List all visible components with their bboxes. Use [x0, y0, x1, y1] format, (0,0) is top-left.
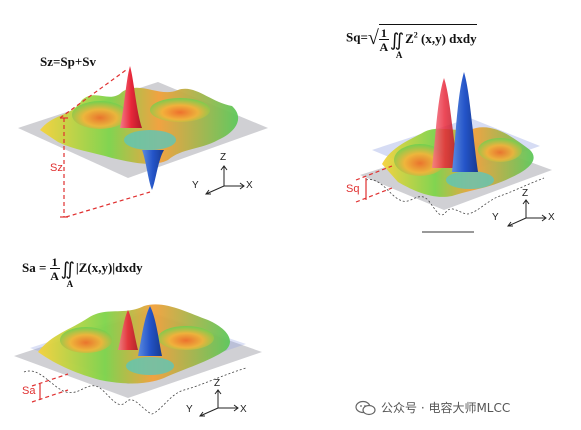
sz-axis-z: Z [220, 152, 227, 163]
sa-surface-bump [158, 326, 214, 350]
double-integral-icon: ∬ A [389, 29, 405, 60]
watermark-text: 公众号 · 电容大师MLCC [381, 401, 511, 415]
sq-formula: Sq=√ 1 A ∬ A Z2 (x,y) dxdy [346, 24, 477, 60]
wechat-icon [355, 400, 376, 415]
sq-fraction: 1 A [378, 26, 389, 54]
sq-surface-bump [446, 171, 494, 189]
sa-fraction: 1 A [49, 255, 60, 283]
sz-dimension-label: Sz [50, 162, 63, 174]
sz-max-peak [120, 66, 142, 128]
sa-top-line [31, 373, 69, 387]
double-integral-icon: ∬ A [60, 258, 75, 289]
sa-formula: Sa = 1 A ∬ A |Z(x,y)|dxdy [22, 255, 143, 289]
sa-frac-den: A [50, 269, 59, 283]
watermark: 公众号 · 电容大师MLCC [355, 399, 510, 416]
sq-blue-peak [452, 72, 478, 172]
sq-red-peak [432, 78, 458, 168]
sa-axis-x: X [240, 404, 247, 415]
sq-frac-num: 1 [378, 26, 389, 40]
sq-axes-icon [507, 199, 547, 227]
sz-axes-icon [205, 165, 245, 195]
sa-blue-peak [138, 306, 162, 356]
sa-formula-prefix: Sa = [22, 259, 50, 275]
sq-tail: (x,y) dxdy [417, 30, 477, 46]
sa-surface-bump [126, 357, 174, 375]
sa-axis-z: Z [214, 378, 221, 389]
sz-axis-x: X [246, 180, 253, 191]
sz-surface-bump [150, 98, 210, 122]
sa-region: A [66, 278, 74, 289]
sq-integrand: Z [405, 30, 414, 46]
sq-profile-line [365, 177, 545, 216]
sq-axis-z: Z [522, 188, 529, 199]
sz-surface-bump [124, 130, 176, 150]
sa-axis-y: Y [186, 404, 193, 415]
sz-formula-text: Sz=Sp+Sv [40, 54, 97, 69]
sa-surface-bump [60, 327, 112, 353]
sa-tail: dxdy [115, 259, 143, 275]
sz-formula: Sz=Sp+Sv [40, 54, 96, 70]
sa-axes-icon [199, 389, 239, 417]
sq-axis-x: X [548, 212, 555, 223]
sa-dimension-label: Sa [22, 385, 36, 397]
sa-integrand: |Z(x,y)| [75, 259, 116, 275]
sq-dimension-label: Sq [346, 183, 360, 195]
sq-formula-prefix: Sq= [346, 29, 368, 45]
sq-region: A [395, 49, 403, 60]
sq-surface-bump [478, 138, 522, 162]
sqrt-symbol: √ [367, 27, 379, 49]
sz-bottom-line [65, 191, 151, 218]
sq-axis-y: Y [492, 212, 499, 223]
sz-axis-y: Y [192, 180, 199, 191]
sa-bottom-line [31, 389, 69, 403]
sa-profile-line [23, 367, 247, 415]
sq-frac-den: A [379, 40, 389, 54]
sz-max-valley [142, 150, 164, 190]
sa-frac-num: 1 [49, 255, 60, 269]
sz-surface-bump [72, 101, 128, 129]
sq-power: 2 [413, 30, 418, 40]
sa-red-peak [118, 310, 138, 350]
